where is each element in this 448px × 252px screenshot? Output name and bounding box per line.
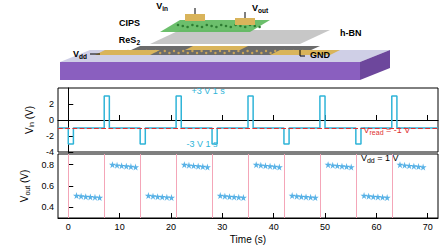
svg-text:-3 V 1 s: -3 V 1 s (186, 139, 218, 149)
svg-text:= -1 V: = -1 V (383, 125, 411, 136)
svg-text:0.6: 0.6 (41, 181, 54, 191)
svg-text:70: 70 (423, 222, 433, 232)
svg-text:20: 20 (166, 222, 176, 232)
svg-text:read: read (370, 129, 384, 136)
svg-text:V: V (361, 153, 367, 164)
svg-text:2: 2 (49, 99, 54, 109)
svg-text:h-BN: h-BN (340, 28, 362, 38)
svg-text:50: 50 (320, 222, 330, 232)
svg-text:10: 10 (115, 222, 125, 232)
svg-text:out: out (24, 186, 31, 196)
svg-text:(V): (V) (24, 106, 35, 122)
svg-text:Vdd: Vdd (73, 49, 87, 60)
svg-text:in: in (28, 122, 36, 128)
svg-text:Vout: Vout (252, 3, 269, 14)
svg-text:dd: dd (367, 157, 375, 164)
svg-text:V: V (19, 195, 31, 203)
svg-text:CIPS: CIPS (119, 18, 140, 28)
svg-text:30: 30 (217, 222, 227, 232)
svg-text:V: V (363, 125, 370, 136)
svg-text:+3 V 1 s: +3 V 1 s (192, 86, 226, 96)
svg-text:(V): (V) (19, 170, 30, 186)
svg-text:Vin: Vin (156, 1, 168, 12)
svg-text:0.8: 0.8 (41, 160, 54, 170)
svg-text:0.4: 0.4 (41, 202, 54, 212)
svg-text:GND: GND (310, 50, 331, 60)
svg-text:-4: -4 (46, 147, 54, 157)
svg-text:ReS2: ReS2 (119, 35, 141, 46)
svg-text:Time (s): Time (s) (230, 234, 266, 245)
svg-text:-2: -2 (46, 131, 54, 141)
svg-text:V: V (23, 127, 35, 135)
svg-text:0: 0 (49, 115, 54, 125)
svg-text:60: 60 (371, 222, 381, 232)
svg-text:= 1 V: = 1 V (375, 153, 399, 163)
svg-text:40: 40 (269, 222, 279, 232)
svg-text:0: 0 (66, 222, 71, 232)
